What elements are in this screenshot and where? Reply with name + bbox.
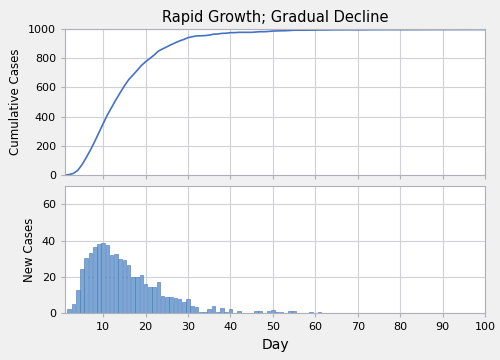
Bar (267, 311, 270, 313)
Bar (208, 310, 211, 313)
Bar (93, 247, 96, 313)
Bar (110, 255, 114, 313)
Bar (334, 312, 338, 313)
Bar (228, 309, 232, 313)
Bar (127, 265, 130, 313)
Bar (144, 284, 148, 313)
Bar (258, 311, 262, 313)
Bar (182, 302, 186, 313)
Bar (276, 312, 279, 313)
Bar (174, 298, 177, 313)
Bar (292, 311, 296, 313)
Bar (122, 260, 126, 313)
Bar (178, 299, 182, 313)
Bar (80, 269, 84, 313)
Bar (318, 312, 322, 313)
Bar (203, 311, 207, 313)
Bar (131, 277, 134, 313)
Bar (136, 277, 139, 313)
Bar (140, 275, 143, 313)
Bar (288, 311, 292, 313)
Y-axis label: New Cases: New Cases (24, 217, 36, 282)
Bar (310, 312, 313, 313)
Bar (199, 312, 202, 313)
Bar (114, 254, 117, 313)
Bar (224, 312, 228, 313)
Title: Rapid Growth; Gradual Decline: Rapid Growth; Gradual Decline (162, 10, 388, 25)
Bar (254, 311, 258, 313)
Bar (220, 309, 224, 313)
Bar (170, 297, 173, 313)
Bar (156, 282, 160, 313)
Bar (212, 306, 216, 313)
Bar (72, 303, 76, 313)
Bar (88, 253, 92, 313)
Y-axis label: Cumulative Cases: Cumulative Cases (10, 49, 22, 155)
Bar (194, 307, 198, 313)
Bar (106, 246, 109, 313)
Bar (68, 310, 71, 313)
Bar (165, 297, 168, 313)
Bar (216, 312, 220, 313)
Bar (76, 290, 80, 313)
Bar (102, 243, 105, 313)
Bar (118, 258, 122, 313)
Bar (237, 311, 240, 313)
Bar (97, 244, 100, 313)
Bar (152, 287, 156, 313)
Bar (190, 306, 194, 313)
Bar (280, 312, 283, 313)
Bar (271, 310, 274, 313)
Bar (84, 258, 88, 313)
Bar (161, 296, 164, 313)
Bar (186, 299, 190, 313)
X-axis label: Day: Day (261, 338, 289, 352)
Bar (148, 287, 152, 313)
